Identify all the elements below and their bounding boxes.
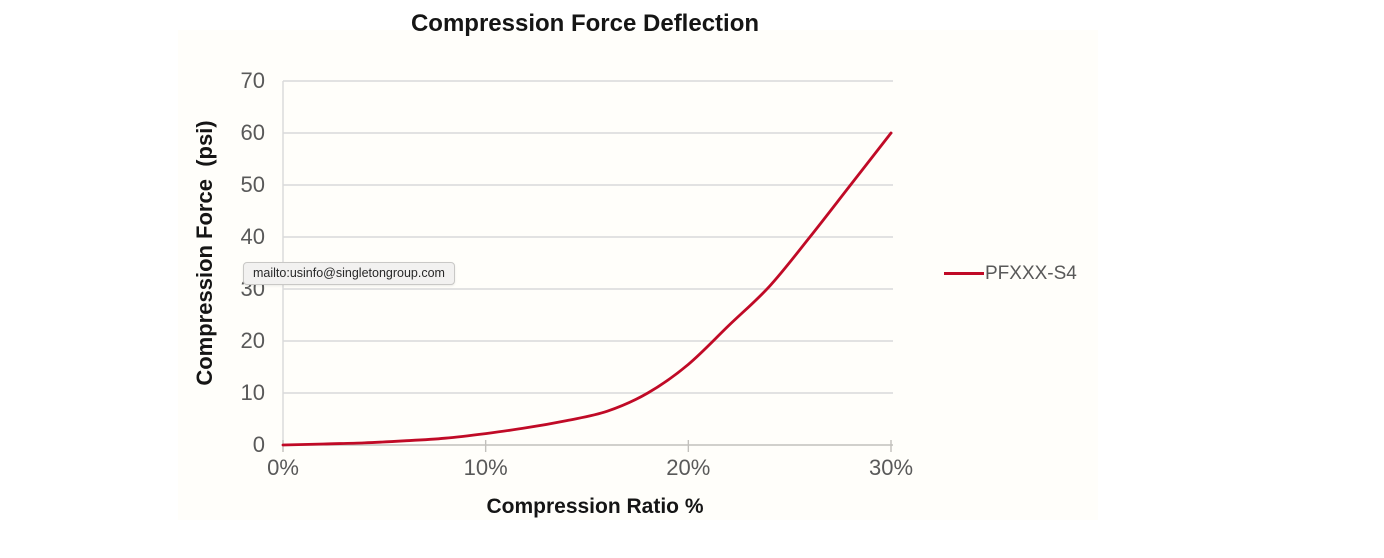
x-tick-label: 10% (463, 455, 508, 480)
y-tick-label: 70 (240, 68, 265, 93)
y-tick-label: 40 (240, 224, 265, 249)
legend-line-swatch (944, 272, 984, 275)
y-tick-label: 0 (252, 432, 265, 457)
x-tick-label: 0% (267, 455, 299, 480)
x-tick-label: 30% (868, 455, 914, 480)
chart-title: Compression Force Deflection (410, 10, 760, 37)
link-target-tooltip: mailto:usinfo@singletongroup.com (243, 262, 455, 285)
x-axis-title: Compression Ratio % (486, 495, 704, 518)
legend-series-label: PFXXX-S4 (985, 262, 1077, 284)
y-tick-label: 50 (240, 172, 265, 197)
x-tick-label: 20% (666, 455, 711, 480)
legend: PFXXX-S4 (944, 263, 1077, 284)
y-tick-label: 60 (240, 120, 265, 145)
y-tick-label: 20 (240, 328, 265, 353)
y-tick-label: 10 (240, 380, 265, 405)
